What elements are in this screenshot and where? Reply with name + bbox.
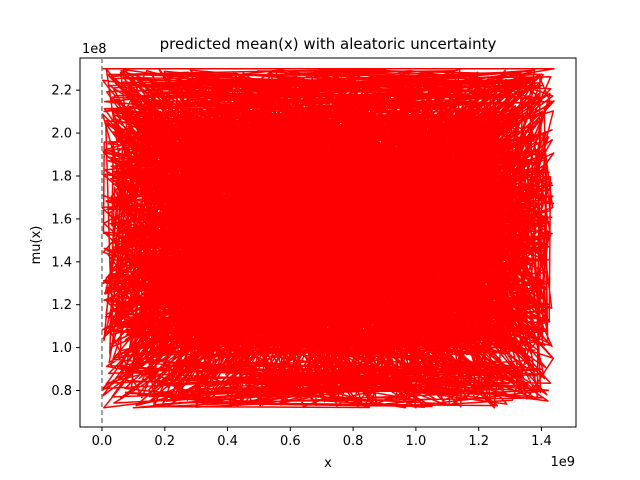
y-offset-label: 1e8 — [82, 42, 107, 57]
x-axis: 0.0 0.2 0.4 0.6 0.8 1.0 1.2 1.4 — [92, 427, 552, 449]
x-axis-label: x — [324, 456, 332, 471]
chart-title: predicted mean(x) with aleatoric uncerta… — [160, 35, 497, 53]
x-tick-label: 1.0 — [406, 434, 427, 449]
x-tick-label: 0.6 — [280, 434, 301, 449]
series-line-extremes — [101, 68, 555, 409]
y-tick-label: 2.2 — [51, 84, 72, 99]
y-axis: 0.8 1.0 1.2 1.4 1.6 1.8 2.0 2.2 — [51, 84, 80, 399]
y-tick-label: 1.8 — [51, 169, 72, 184]
x-tick-label: 0.4 — [217, 434, 238, 449]
series-line — [101, 67, 555, 409]
y-tick-label: 1.6 — [51, 212, 72, 227]
plot-area — [101, 67, 555, 409]
plot-frame — [79, 57, 577, 428]
y-tick-label: 1.0 — [51, 341, 72, 356]
x-tick-label: 0.0 — [92, 434, 113, 449]
x-tick-label: 1.2 — [468, 434, 489, 449]
y-tick-label: 2.0 — [51, 127, 72, 142]
x-tick-label: 1.4 — [531, 434, 552, 449]
y-axis-label: mu(x) — [29, 226, 44, 265]
x-offset-label: 1e9 — [550, 455, 575, 470]
y-tick-label: 1.4 — [51, 255, 72, 270]
x-tick-label: 0.8 — [343, 434, 364, 449]
y-tick-label: 1.2 — [51, 298, 72, 313]
x-tick-label: 0.2 — [154, 434, 175, 449]
y-tick-label: 0.8 — [51, 384, 72, 399]
